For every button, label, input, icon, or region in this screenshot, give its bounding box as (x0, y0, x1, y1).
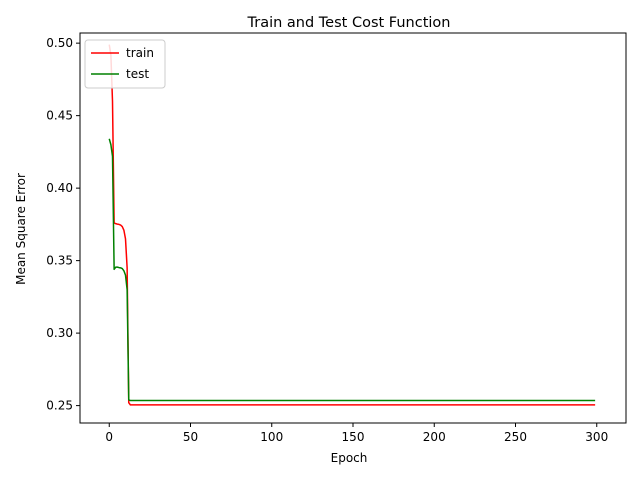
legend-box (84, 39, 166, 89)
x-axis-ticks: 0 50 100 150 200 250 300 (105, 423, 608, 444)
x-tick-label: 250 (504, 430, 527, 444)
y-tick-label: 0.25 (46, 399, 73, 413)
y-tick-label: 0.30 (46, 326, 73, 340)
y-axis-label: Mean Square Error (14, 173, 28, 285)
x-axis-label: Epoch (331, 451, 368, 465)
chart-title: Train and Test Cost Function (247, 15, 451, 31)
y-axis-ticks: 0.25 0.30 0.35 0.40 0.45 0.50 (46, 36, 80, 413)
legend-train-label: train (126, 46, 154, 60)
legend: train test (84, 39, 166, 89)
x-tick-label: 50 (183, 430, 198, 444)
x-tick-label: 150 (342, 430, 365, 444)
y-tick-label: 0.35 (46, 254, 73, 268)
y-tick-label: 0.50 (46, 36, 73, 50)
legend-test-label: test (126, 67, 149, 81)
x-tick-label: 0 (105, 430, 113, 444)
plot-area (108, 44, 596, 406)
y-tick-label: 0.45 (46, 109, 73, 123)
x-tick-label: 100 (260, 430, 283, 444)
x-tick-label: 300 (585, 430, 608, 444)
series-line-test (108, 138, 596, 402)
x-tick-label: 200 (423, 430, 446, 444)
y-tick-label: 0.40 (46, 181, 73, 195)
